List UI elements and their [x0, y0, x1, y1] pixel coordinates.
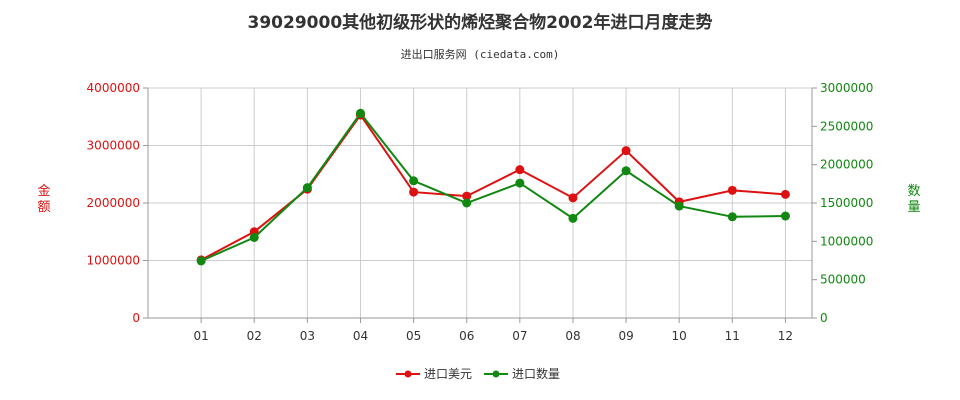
x-tick-label: 03: [300, 329, 315, 343]
left-tick-label: 1000000: [87, 254, 140, 268]
series-2-point: [462, 198, 472, 208]
y-left-axis-label: 金额: [37, 183, 50, 215]
series-2-point: [727, 212, 737, 222]
x-tick-label: 11: [725, 329, 740, 343]
right-tick-label: 500000: [820, 273, 866, 287]
legend-label: 进口数量: [512, 366, 560, 381]
series-1-point: [462, 191, 472, 201]
x-tick-label: 10: [672, 329, 687, 343]
series-2-point: [515, 178, 525, 188]
series-line-2: [200, 111, 786, 262]
x-tick-label: 09: [618, 329, 633, 343]
left-tick-label: 4000000: [87, 81, 140, 95]
x-tick-label: 06: [459, 329, 474, 343]
right-tick-label: 1000000: [820, 234, 873, 248]
right-tick-label: 1500000: [820, 196, 873, 210]
series-2-point: [780, 211, 790, 221]
right-tick-label: 0: [820, 311, 828, 325]
legend-label: 进口美元: [424, 367, 472, 381]
left-tick-label: 0: [132, 311, 140, 325]
series-1-point: [409, 187, 419, 197]
x-tick-label: 04: [353, 329, 368, 343]
x-tick-label: 02: [247, 329, 262, 343]
grid: [148, 87, 812, 318]
series-1-point: [727, 185, 737, 195]
series-line-1: [200, 113, 786, 261]
legend-swatch-marker: [492, 370, 500, 378]
series-2-point: [409, 176, 419, 186]
x-tick-label: 12: [778, 329, 793, 343]
left-tick-label: 3000000: [87, 139, 140, 153]
right-tick-label: 2000000: [820, 158, 873, 172]
legend: 进口美元 进口数量: [396, 366, 560, 381]
chart-title: 39029000其他初级形状的烯烃聚合物2002年进口月度走势: [247, 13, 713, 33]
x-tick-label: 01: [193, 329, 208, 343]
series-1-point: [780, 189, 790, 199]
y-right-axis-label: 数量: [907, 184, 920, 215]
series-2-point: [621, 166, 631, 176]
series-1-point: [515, 165, 525, 175]
series-2-point: [674, 201, 684, 211]
chart-subtitle: 进出口服务网 (ciedata.com): [400, 48, 560, 61]
series-1-point: [568, 193, 578, 203]
x-tick-label: 05: [406, 329, 421, 343]
left-tick-label: 2000000: [87, 196, 140, 210]
series: [196, 108, 790, 266]
legend-swatch-marker: [404, 370, 412, 378]
right-tick-label: 3000000: [820, 81, 873, 95]
series-1-point: [621, 146, 631, 156]
series-2-point: [568, 213, 578, 223]
x-tick-label: 07: [512, 329, 527, 343]
series-2-point: [249, 233, 259, 242]
x-tick-label: 08: [565, 329, 580, 343]
right-tick-label: 2500000: [820, 119, 873, 133]
series-2-point: [302, 183, 312, 193]
series-2-point: [196, 256, 206, 266]
series-2-point: [355, 108, 365, 118]
axes: 0 1000000 2000000 3000000 4000000 0 500000 1000…: [37, 81, 920, 343]
